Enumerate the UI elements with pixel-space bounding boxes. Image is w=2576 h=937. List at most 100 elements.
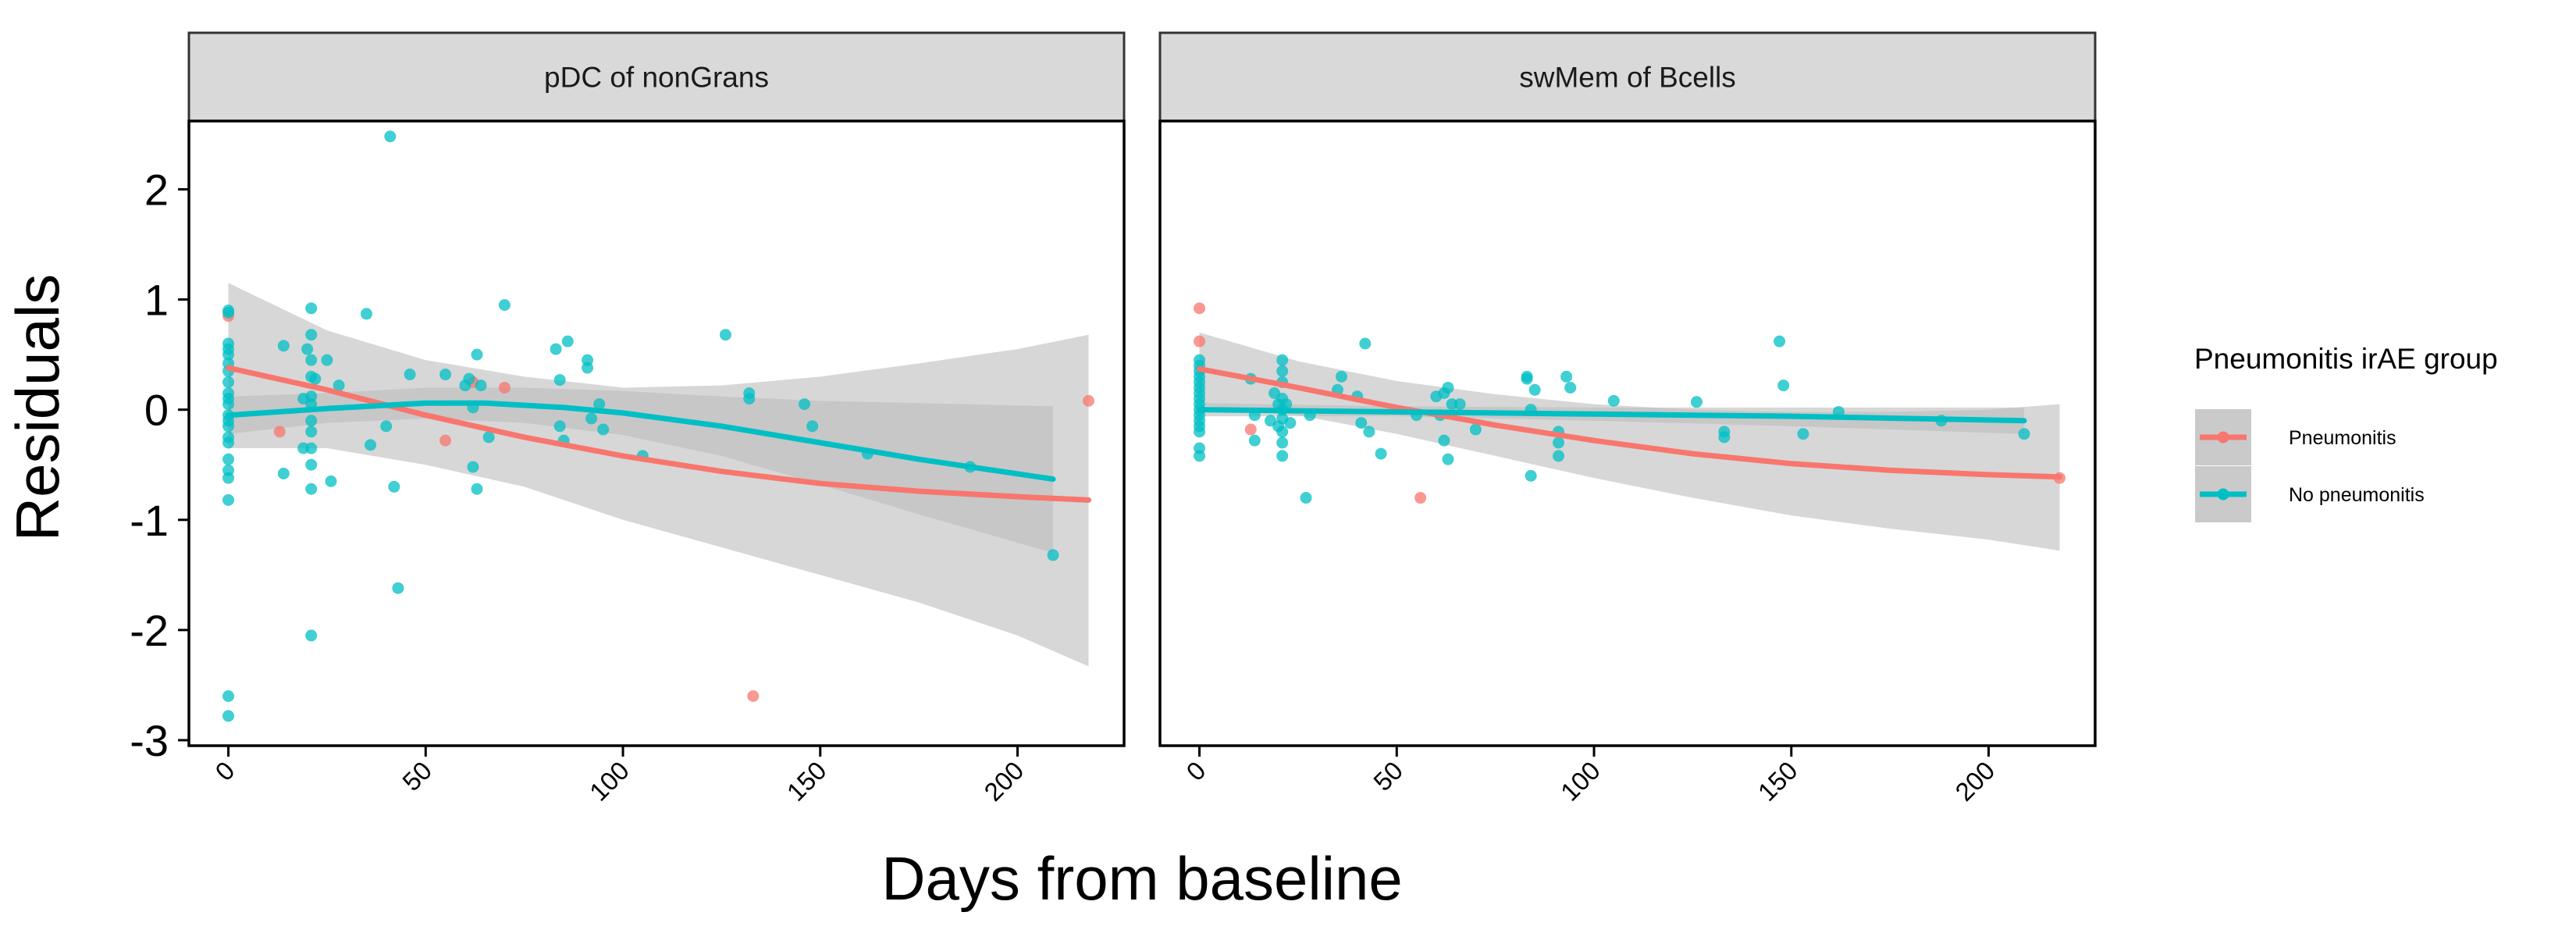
- data-point: [305, 426, 318, 438]
- y-tick-label: -3: [130, 716, 169, 765]
- legend: Pneumonitis irAE group Pneumonitis No pne…: [2194, 343, 2498, 522]
- data-point: [222, 453, 235, 465]
- data-point: [1244, 423, 1257, 436]
- data-point: [561, 335, 574, 347]
- data-point: [1355, 417, 1368, 429]
- data-point: [305, 458, 318, 471]
- x-tick-label: 50: [1368, 756, 1408, 796]
- plot-area: [222, 130, 1095, 722]
- legend-keys: Pneumonitis No pneumonitis: [2195, 409, 2425, 522]
- data-point: [277, 340, 290, 352]
- legend-entry: No pneumonitis: [2195, 466, 2425, 522]
- data-point: [222, 398, 235, 411]
- x-tick-label: 150: [781, 756, 832, 807]
- data-point: [1525, 469, 1537, 482]
- data-point: [498, 381, 511, 394]
- data-point: [471, 483, 483, 495]
- trend-line: [226, 400, 1056, 483]
- facet-panel-2: swMem of Bcells 0 50 100 150 200: [1158, 31, 2097, 807]
- y-tick-label: -2: [130, 606, 169, 655]
- x-tick-label: 150: [1752, 756, 1803, 807]
- data-point: [1469, 423, 1482, 436]
- data-point: [1774, 335, 1786, 347]
- data-point: [1521, 372, 1533, 385]
- y-tick-label: 0: [144, 386, 169, 435]
- data-point: [301, 343, 314, 355]
- data-point: [1560, 370, 1573, 383]
- data-point: [222, 493, 235, 506]
- legend-key-point: [2217, 431, 2229, 444]
- data-point: [273, 426, 286, 438]
- data-point: [747, 690, 760, 703]
- data-point: [384, 130, 397, 143]
- confidence-band: [228, 387, 1054, 554]
- facet-strip: [187, 31, 1126, 123]
- data-point: [806, 420, 819, 433]
- x-tick-label: 0: [1180, 756, 1211, 786]
- data-point: [1276, 450, 1289, 462]
- data-point: [360, 308, 372, 320]
- data-point: [277, 467, 290, 479]
- data-point: [1442, 381, 1454, 394]
- legend-entry: Pneumonitis: [2195, 409, 2396, 465]
- data-point: [1375, 447, 1387, 460]
- data-point: [593, 398, 606, 411]
- data-point: [305, 329, 318, 341]
- data-point: [365, 439, 377, 451]
- data-point: [1438, 434, 1450, 447]
- data-point: [1194, 335, 1206, 347]
- data-point: [471, 348, 483, 361]
- data-point: [222, 348, 235, 361]
- data-point: [1280, 398, 1293, 411]
- legend-title: Pneumonitis irAE group: [2194, 343, 2498, 375]
- data-point: [1564, 381, 1577, 394]
- panel-border: [187, 119, 1126, 747]
- data-point: [2018, 428, 2030, 440]
- data-point: [1083, 394, 1095, 407]
- data-point: [380, 420, 393, 433]
- data-point: [597, 423, 610, 436]
- data-point: [743, 393, 756, 405]
- data-point: [1194, 450, 1206, 462]
- panel-border: [1158, 119, 2097, 747]
- legend-label: No pneumonitis: [2289, 484, 2425, 506]
- data-point: [1300, 492, 1312, 504]
- x-tick-label: 200: [978, 756, 1029, 807]
- facet-panels: pDC of nonGrans 0 50 100 150 200 -3 -2 -1 0 1 2 swMe…: [130, 31, 2097, 807]
- data-point: [321, 354, 333, 366]
- data-point: [1607, 394, 1620, 407]
- data-point: [1276, 365, 1289, 377]
- data-point: [1690, 396, 1703, 408]
- data-point: [439, 434, 452, 447]
- data-point: [222, 376, 235, 388]
- data-point: [404, 369, 416, 381]
- data-point: [1442, 453, 1454, 465]
- y-tick-label: 2: [144, 165, 169, 214]
- data-point: [309, 372, 322, 385]
- data-point: [1797, 428, 1809, 440]
- data-point: [222, 307, 235, 319]
- data-point: [1194, 426, 1206, 438]
- data-point: [222, 436, 235, 449]
- trend-line: [1197, 365, 2063, 480]
- data-point: [799, 398, 811, 411]
- legend-label: Pneumonitis: [2289, 427, 2396, 449]
- x-tick-label: 50: [397, 756, 437, 796]
- data-point: [305, 354, 318, 366]
- confidence-band: [1199, 332, 2060, 551]
- data-point: [475, 379, 487, 392]
- x-tick-label: 0: [209, 756, 240, 786]
- data-point: [222, 690, 235, 703]
- x-tick-label: 100: [1555, 756, 1606, 807]
- data-point: [222, 420, 235, 433]
- data-point: [305, 483, 318, 495]
- x-tick-label: 200: [1949, 756, 2000, 807]
- data-point: [1194, 302, 1206, 315]
- data-point: [1777, 379, 1790, 392]
- y-tick-label: 1: [144, 276, 169, 325]
- facet-strip-title: pDC of nonGrans: [544, 62, 769, 94]
- data-point: [222, 472, 235, 484]
- data-point: [1553, 450, 1565, 462]
- data-point: [222, 710, 235, 722]
